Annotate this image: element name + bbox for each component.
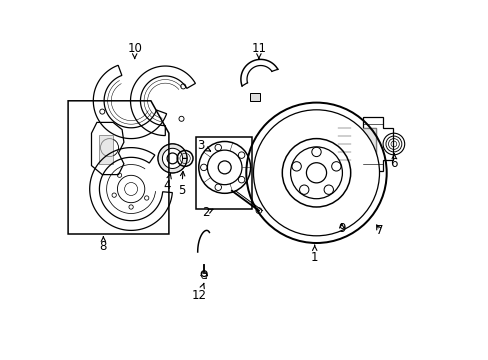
Bar: [99, 135, 113, 164]
Text: 8: 8: [100, 237, 107, 253]
Polygon shape: [158, 144, 186, 173]
Text: 1: 1: [310, 245, 318, 264]
Circle shape: [253, 110, 379, 236]
Polygon shape: [363, 128, 375, 160]
Text: 6: 6: [390, 154, 397, 170]
Circle shape: [256, 208, 261, 213]
Text: 11: 11: [251, 42, 266, 58]
Text: 2: 2: [202, 206, 212, 219]
Text: 3: 3: [197, 139, 210, 152]
Bar: [196, 137, 251, 209]
Text: 12: 12: [192, 283, 206, 302]
Text: 5: 5: [178, 171, 185, 197]
Bar: [249, 93, 260, 101]
Text: 7: 7: [375, 224, 383, 237]
Text: 4: 4: [163, 174, 171, 192]
Text: 10: 10: [127, 42, 142, 58]
Text: 9: 9: [337, 222, 345, 235]
